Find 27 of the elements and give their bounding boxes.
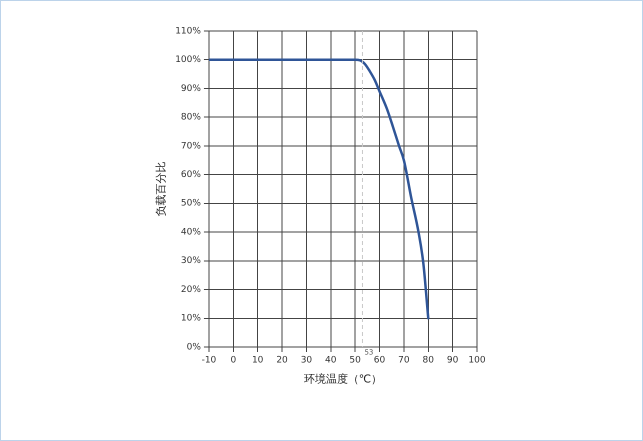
- x-tick-label: 100: [468, 356, 486, 366]
- y-tick-label: 20%: [180, 284, 202, 295]
- y-tick-label: 90%: [180, 84, 202, 94]
- line-series: [208, 58, 430, 320]
- y-tick-label: 0%: [186, 342, 202, 352]
- x-tick-label: 70: [398, 356, 410, 366]
- x-tick-label: 20: [276, 356, 288, 366]
- y-tick-label: 50%: [180, 198, 202, 209]
- x-tick-label: 60: [374, 356, 386, 366]
- x-tick-label: 90: [446, 356, 459, 366]
- y-axis-title: 负载百分比: [154, 162, 168, 216]
- y-tick-label: 10%: [180, 314, 202, 324]
- y-tick-label: 80%: [180, 112, 202, 123]
- y-tick-label: 70%: [180, 141, 202, 152]
- x-tick-label: 10: [252, 356, 264, 366]
- x-tick-label: -10: [202, 356, 217, 366]
- x-tick-label: 50: [349, 356, 362, 366]
- y-tick-label: 110%: [175, 26, 202, 36]
- y-tick-label: 60%: [180, 170, 202, 180]
- y-tick-label: 100%: [175, 55, 202, 66]
- x-tick-label: 0: [230, 356, 236, 366]
- x-tick-label: 30: [300, 356, 312, 366]
- x-tick-label: 40: [325, 356, 337, 366]
- x-axis-title: 环境温度（℃）: [304, 372, 382, 386]
- y-tick-label: 40%: [180, 227, 202, 238]
- y-tick-label: 30%: [180, 256, 202, 266]
- x-tick-label: 80: [422, 356, 434, 366]
